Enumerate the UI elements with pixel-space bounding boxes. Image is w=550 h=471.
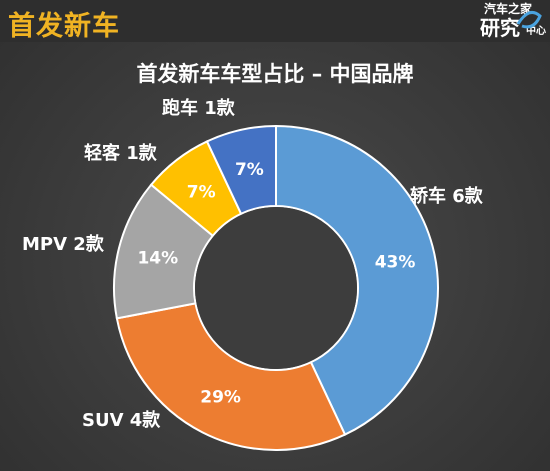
logo-text-main: 研究 [480,16,520,40]
category-label-3: 轻客 1款 [84,142,158,164]
slice-value-label-4: 7% [235,160,264,180]
chart-title: 首发新车车型占比 – 中国品牌 [136,62,414,86]
donut-slice-1 [115,302,347,451]
category-label-4: 跑车 1款 [162,97,236,119]
page-title: 首发新车 [8,11,120,42]
donut-slice-0 [275,124,439,436]
logo-text-top: 汽车之家 [483,2,532,16]
header-bar [0,0,550,42]
category-label-1: SUV 4款 [82,409,161,431]
slice-value-label-0: 43% [375,252,416,272]
slice-value-label-1: 29% [200,388,241,408]
category-label-0: 轿车 6款 [410,185,484,207]
slice-value-label-2: 14% [137,249,178,269]
logo-text-sub: 中心 [526,26,546,37]
category-label-2: MPV 2款 [22,233,105,255]
donut-slice-4 [205,124,277,216]
slice-value-label-3: 7% [187,183,216,203]
donut-hole [195,207,357,369]
logo-swirl-icon [516,10,542,29]
